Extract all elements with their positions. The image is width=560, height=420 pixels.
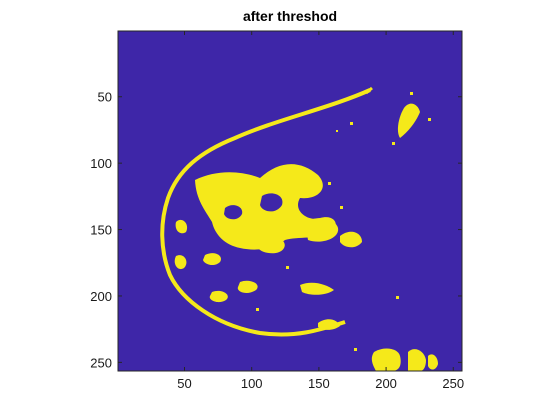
y-tick: 200 xyxy=(90,289,462,304)
x-tick: 250 xyxy=(442,31,464,391)
y-tick-label: 150 xyxy=(90,223,112,238)
x-tick: 100 xyxy=(241,31,263,391)
threshold-mask xyxy=(160,86,438,371)
figure-title: after threshod xyxy=(242,8,338,24)
plot-frame xyxy=(117,30,463,372)
x-axis-ticks: 50 100 150 200 250 xyxy=(177,31,464,391)
x-tick: 200 xyxy=(375,31,397,391)
y-tick-label: 50 xyxy=(98,90,112,105)
x-tick-label: 50 xyxy=(177,376,191,391)
x-tick-label: 250 xyxy=(442,376,464,391)
y-tick: 250 xyxy=(90,355,462,370)
x-tick-label: 100 xyxy=(241,376,263,391)
y-tick: 150 xyxy=(90,223,462,238)
x-tick: 150 xyxy=(308,31,330,391)
x-tick-label: 200 xyxy=(375,376,397,391)
y-tick: 50 xyxy=(98,90,462,105)
x-tick: 50 xyxy=(177,31,192,391)
y-tick-label: 200 xyxy=(90,289,112,304)
y-tick-label: 250 xyxy=(90,355,112,370)
y-tick: 100 xyxy=(90,156,462,171)
y-tick-label: 100 xyxy=(90,156,112,171)
y-axis-ticks: 50 100 150 200 250 xyxy=(90,90,462,370)
x-tick-label: 150 xyxy=(308,376,330,391)
